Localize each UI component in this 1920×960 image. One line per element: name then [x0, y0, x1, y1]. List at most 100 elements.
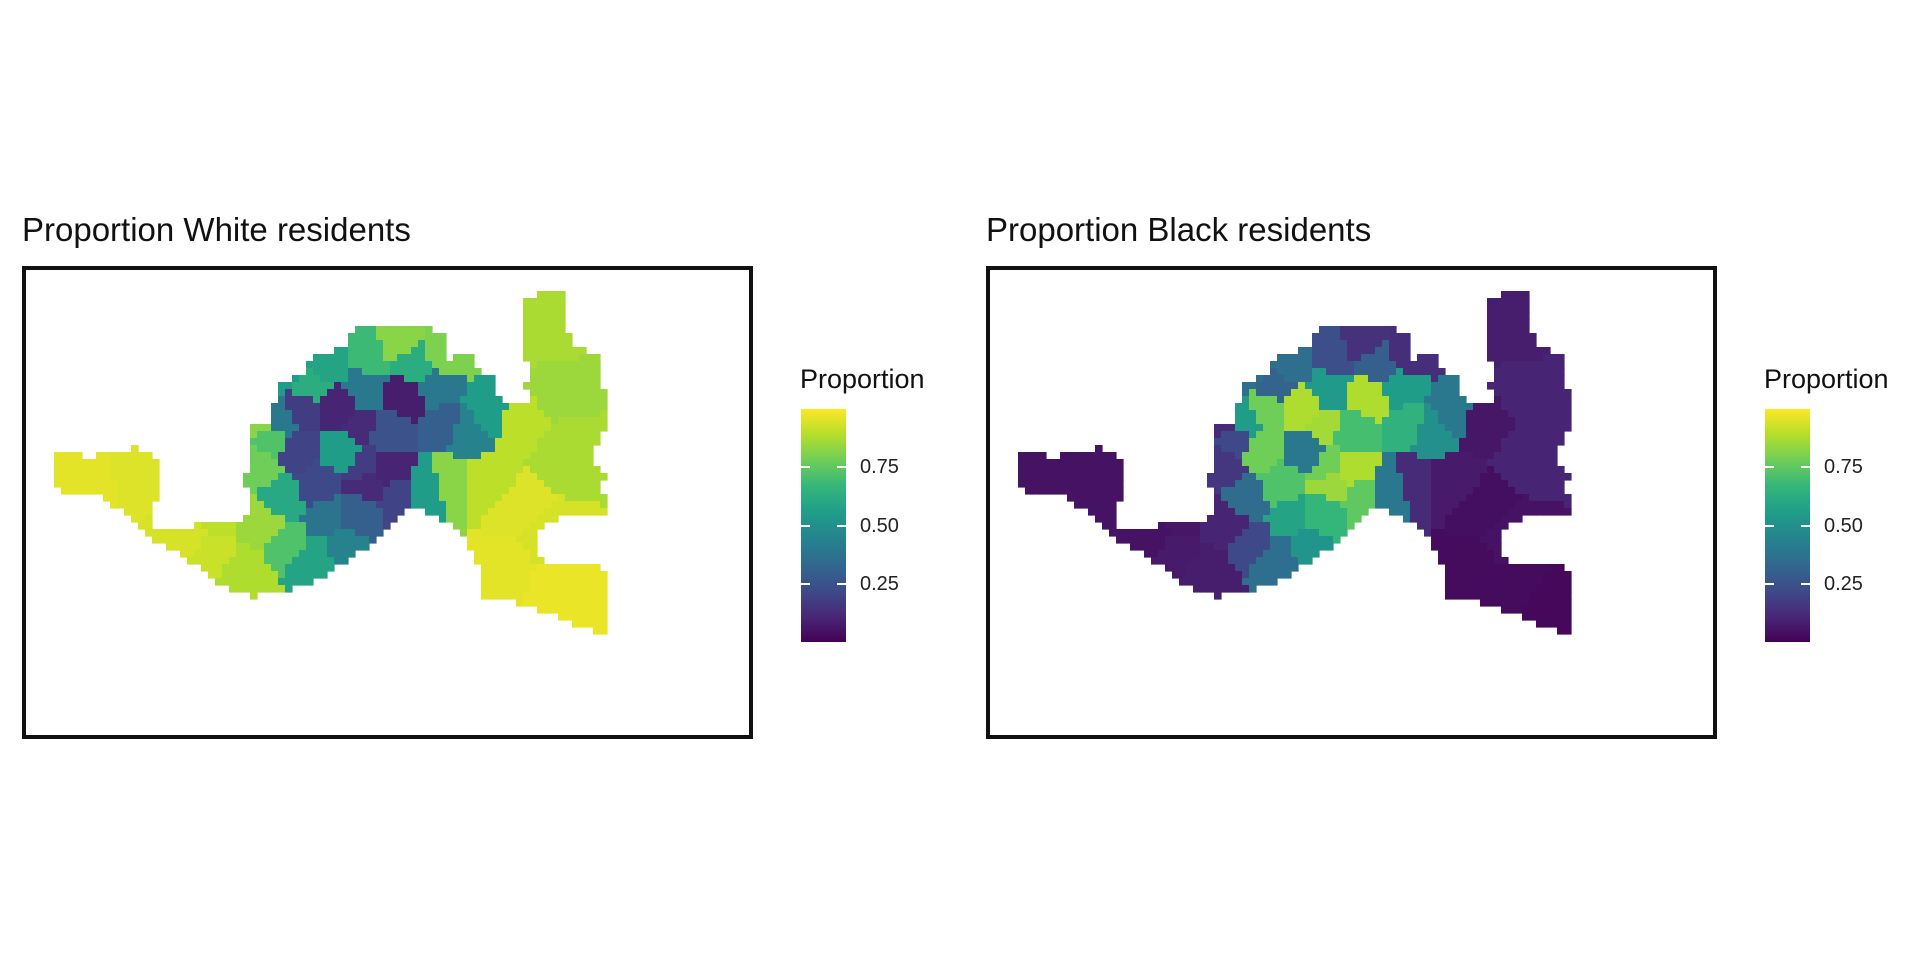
map-region-cell	[1557, 431, 1565, 439]
map-region-cell	[320, 515, 328, 523]
map-region-cell	[1242, 431, 1250, 439]
map-region-cell	[271, 431, 279, 439]
map-region-cell	[600, 620, 608, 628]
map-region-cell	[411, 410, 419, 418]
map-region-cell	[278, 501, 286, 509]
map-region-cell	[1158, 557, 1166, 565]
map-region-cell	[1319, 375, 1327, 383]
map-region-cell	[572, 599, 580, 607]
map-region-cell	[131, 445, 139, 453]
map-region-cell	[600, 389, 608, 397]
map-region-cell	[1312, 487, 1320, 495]
map-region-cell	[544, 508, 552, 516]
map-region-cell	[376, 389, 384, 397]
map-region-cell	[1032, 466, 1040, 474]
map-region-cell	[586, 592, 594, 600]
map-region-cell	[530, 326, 538, 334]
map-region-cell	[1529, 494, 1537, 502]
map-region-cell	[1438, 557, 1446, 565]
map-region-cell	[1235, 571, 1243, 579]
map-region-cell	[572, 347, 580, 355]
map-region-cell	[1186, 578, 1194, 586]
map-region-cell	[1109, 494, 1117, 502]
map-region-cell	[1543, 571, 1551, 579]
map-region-cell	[1403, 340, 1411, 348]
map-region-cell	[369, 333, 377, 341]
map-region-cell	[1200, 564, 1208, 572]
map-region-cell	[1109, 522, 1117, 530]
map-region-cell	[495, 578, 503, 586]
map-region-cell	[285, 424, 293, 432]
map-region-cell	[1193, 578, 1201, 586]
map-region-cell	[1536, 480, 1544, 488]
map-region-cell	[1249, 403, 1257, 411]
map-region-cell	[1074, 466, 1082, 474]
map-region-cell	[1501, 389, 1509, 397]
map-region-cell	[1508, 410, 1516, 418]
map-region-cell	[1508, 298, 1516, 306]
map-region-cell	[1501, 410, 1509, 418]
map-region-cell	[1200, 550, 1208, 558]
map-region-cell	[264, 508, 272, 516]
map-region-cell	[1298, 557, 1306, 565]
map-region-cell	[1494, 438, 1502, 446]
map-region-cell	[551, 501, 559, 509]
map-region-cell	[1270, 431, 1278, 439]
map-region-cell	[1270, 564, 1278, 572]
map-region-cell	[383, 417, 391, 425]
map-region-cell	[502, 431, 510, 439]
map-region-cell	[1508, 515, 1516, 523]
map-region-cell	[516, 410, 524, 418]
map-region-cell	[565, 424, 573, 432]
map-region-cell	[1312, 368, 1320, 376]
map-region-cell	[348, 508, 356, 516]
map-region-cell	[1291, 403, 1299, 411]
map-region-cell	[1256, 396, 1264, 404]
map-region-cell	[1284, 529, 1292, 537]
map-region-cell	[418, 403, 426, 411]
map-region-cell	[264, 466, 272, 474]
map-region-cell	[565, 480, 573, 488]
map-region-cell	[271, 501, 279, 509]
map-region-cell	[313, 501, 321, 509]
map-region-cell	[1396, 368, 1404, 376]
map-region-cell	[362, 452, 370, 460]
map-region-cell	[488, 382, 496, 390]
map-region-cell	[327, 361, 335, 369]
map-region-cell	[376, 333, 384, 341]
map-region-cell	[82, 459, 90, 467]
map-region-cell	[1326, 487, 1334, 495]
map-region-cell	[271, 473, 279, 481]
map-region-cell	[1529, 613, 1537, 621]
map-region-cell	[285, 417, 293, 425]
map-region-cell	[1494, 319, 1502, 327]
map-region-cell	[593, 473, 601, 481]
map-region-cell	[523, 571, 531, 579]
map-region-cell	[1354, 487, 1362, 495]
map-region-cell	[362, 333, 370, 341]
map-region-cell	[446, 424, 454, 432]
map-region-cell	[586, 473, 594, 481]
map-region-cell	[411, 417, 419, 425]
map-region-cell	[558, 368, 566, 376]
map-region-cell	[1396, 396, 1404, 404]
map-region-cell	[1480, 522, 1488, 530]
map-region-cell	[306, 501, 314, 509]
map-region-cell	[565, 501, 573, 509]
map-region-cell	[103, 452, 111, 460]
map-region-cell	[1536, 466, 1544, 474]
map-region-cell	[152, 480, 160, 488]
map-region-cell	[306, 431, 314, 439]
map-region-cell	[1382, 487, 1390, 495]
map-region-cell	[1200, 522, 1208, 530]
map-region-cell	[1375, 424, 1383, 432]
map-region-cell	[1284, 522, 1292, 530]
map-region-cell	[523, 592, 531, 600]
map-region-cell	[397, 459, 405, 467]
map-region-cell	[1291, 494, 1299, 502]
map-region-cell	[1417, 452, 1425, 460]
map-region-cell	[243, 557, 251, 565]
map-region-cell	[1445, 480, 1453, 488]
map-region-cell	[516, 543, 524, 551]
map-region-cell	[1242, 515, 1250, 523]
